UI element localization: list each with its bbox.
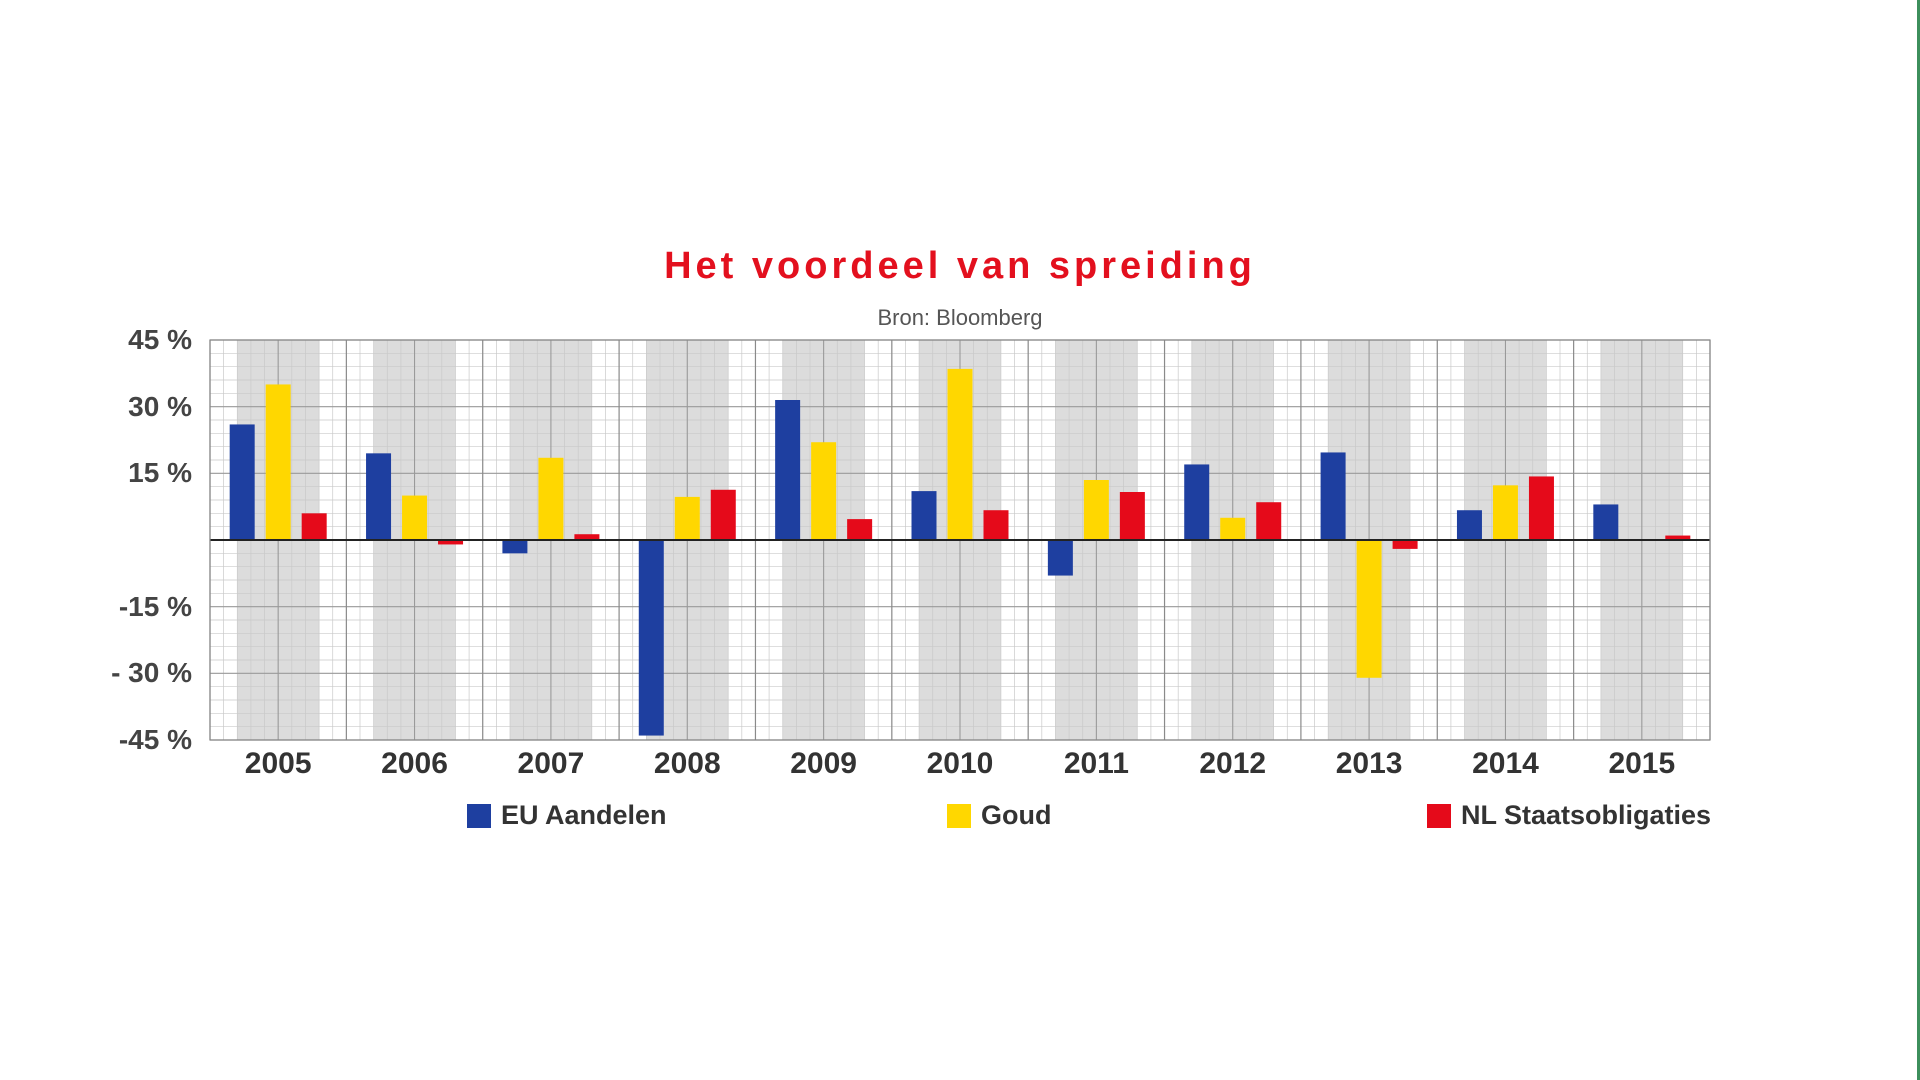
bar [1320,452,1346,540]
legend-item: NL Staatsobligaties [1427,800,1711,831]
x-tick-label: 2005 [244,747,312,780]
bar [710,489,736,540]
x-tick-label: 2010 [926,747,994,780]
legend-item: EU Aandelen [467,800,667,831]
bar [674,496,700,540]
x-tick-label: 2007 [517,747,585,780]
bar [1593,504,1619,540]
legend-swatch [947,803,971,828]
bar [366,453,392,540]
bar [1083,480,1109,540]
bar [1220,517,1246,540]
y-tick-label: 45 % [128,324,192,355]
bar [502,540,528,554]
bar [847,519,873,540]
bar [229,424,255,540]
x-tick-label: 2011 [1063,747,1129,780]
bar [811,442,837,540]
bar [1256,502,1282,540]
bar [638,540,664,736]
x-tick-label: 2012 [1199,747,1267,780]
bar [301,513,327,540]
legend-label: EU Aandelen [501,800,667,830]
legend-item: Goud [947,800,1051,831]
bar [911,491,937,540]
x-tick-label: 2014 [1472,747,1539,780]
bar [1665,535,1691,540]
x-tick-label: 2008 [653,747,721,780]
bar [538,457,564,540]
legend-label: Goud [981,800,1052,830]
x-tick-label: 2015 [1608,747,1676,780]
bar [1047,540,1073,576]
bar [1392,540,1418,549]
y-tick-label: - 30 % [111,657,192,689]
x-tick-label: 2009 [790,747,857,780]
bar [438,540,464,545]
bar [1492,485,1518,540]
chart-title: Het voordeel van spreiding [664,245,1256,287]
window-edge [1917,0,1920,1080]
bar [775,400,801,540]
plot-border [209,339,1711,741]
bar [265,384,291,540]
legend-swatch [467,803,491,828]
y-tick-label: 15 % [128,457,192,489]
bar [1356,540,1382,678]
bar [983,510,1009,540]
bar [1528,476,1554,540]
bar [574,534,600,540]
y-tick-label: -45 % [118,724,192,755]
bar [1184,464,1210,540]
bar [947,368,973,540]
y-tick-label: -15 % [118,590,192,622]
y-tick-label: 30 % [128,390,192,422]
x-tick-label: 2006 [381,747,448,780]
legend-label: NL Staatsobligaties [1461,800,1712,830]
bar [1456,510,1482,540]
legend-swatch [1427,803,1451,828]
x-tick-label: 2013 [1335,747,1403,780]
chart-source: Bron: Bloomberg [877,305,1043,330]
bar [1119,492,1145,540]
bar [402,495,428,540]
